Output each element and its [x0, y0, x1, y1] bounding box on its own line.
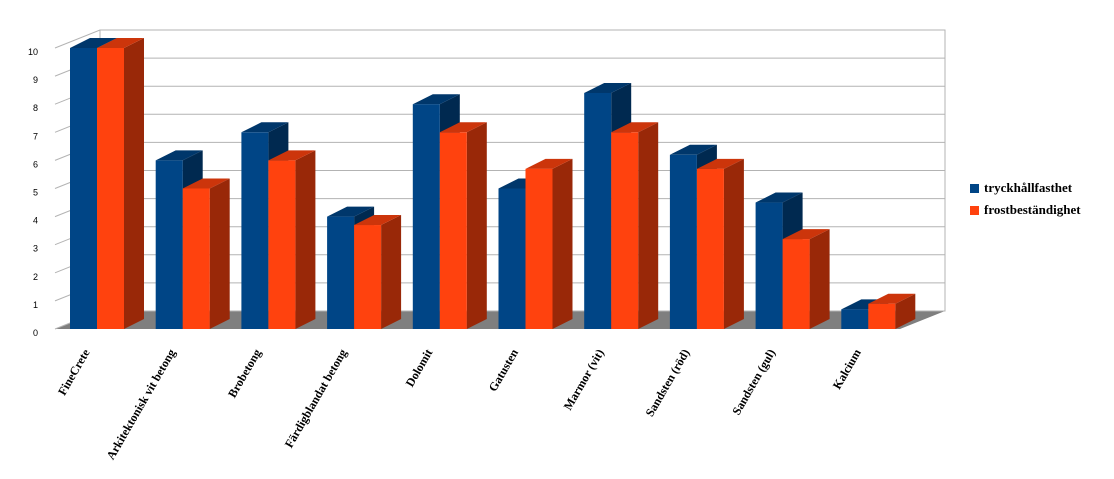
bar-face [669, 144, 717, 155]
bar-face [755, 192, 803, 203]
y-tick-label: 7 [33, 131, 38, 141]
bar-face [97, 38, 144, 48]
bar-face [241, 132, 269, 329]
bar-face [412, 104, 440, 329]
bar-face [525, 168, 553, 329]
bar-face [782, 229, 830, 240]
bar-face [552, 158, 573, 329]
y-tick-label: 3 [33, 244, 38, 254]
y-tick-label: 2 [33, 272, 38, 282]
y-tick-label: 8 [33, 103, 38, 113]
bar [439, 122, 487, 329]
bar-face [354, 215, 402, 226]
bar-face [412, 94, 460, 105]
bar-face [638, 122, 659, 329]
bar [782, 229, 830, 329]
bar-face [327, 216, 355, 329]
bar-face [696, 168, 724, 329]
y-tick-label: 0 [33, 328, 38, 338]
bar-face [525, 158, 573, 169]
bar-face [268, 150, 316, 161]
bar-face [124, 38, 144, 329]
legend-swatch [970, 206, 979, 215]
bar-face [841, 309, 869, 329]
bar-face [696, 158, 744, 169]
bar-face [755, 202, 783, 329]
y-tick-label: 10 [28, 47, 38, 57]
bar-face [155, 150, 203, 161]
bar-face [669, 154, 697, 329]
legend-label: frostbeständighet [984, 202, 1081, 217]
bar [611, 122, 659, 329]
y-tick-label: 1 [33, 300, 38, 310]
bar-face [70, 48, 97, 329]
grid-line [54, 29, 945, 49]
bar-face [611, 122, 659, 133]
bar-face [97, 48, 124, 329]
bar-face [241, 122, 289, 133]
bar-face [354, 225, 382, 329]
bar-face [381, 215, 402, 329]
bar-face [782, 239, 810, 329]
bar-face [868, 293, 916, 304]
bar [182, 178, 230, 329]
legend-label: tryckhållfasthet [984, 180, 1073, 195]
bar-face [611, 132, 639, 329]
bar-face [209, 178, 230, 329]
bar [268, 150, 316, 329]
y-tick-label: 9 [33, 75, 38, 85]
bar-face [809, 229, 830, 329]
bar-face [439, 132, 467, 329]
bar-face [295, 150, 316, 329]
bar-face [498, 188, 526, 329]
bar-face [327, 206, 375, 217]
bar-face [584, 92, 612, 330]
bar-face [155, 160, 183, 329]
bar-face [439, 122, 487, 133]
bar [97, 38, 144, 329]
bar [525, 158, 573, 329]
y-tick-label: 4 [33, 216, 38, 226]
bar-face [268, 160, 296, 329]
bar-face [466, 122, 487, 329]
legend-swatch [970, 184, 979, 193]
y-tick-label: 6 [33, 159, 38, 169]
bar [696, 158, 744, 329]
bar [868, 293, 916, 329]
bar [354, 215, 402, 329]
bar-face [868, 303, 896, 329]
bar-face [895, 293, 916, 329]
y-tick-label: 5 [33, 188, 38, 198]
bar-face [584, 82, 632, 93]
bar-face [182, 178, 230, 189]
bar-face [70, 38, 117, 48]
bar-face [182, 188, 210, 329]
bar-face [723, 158, 744, 329]
